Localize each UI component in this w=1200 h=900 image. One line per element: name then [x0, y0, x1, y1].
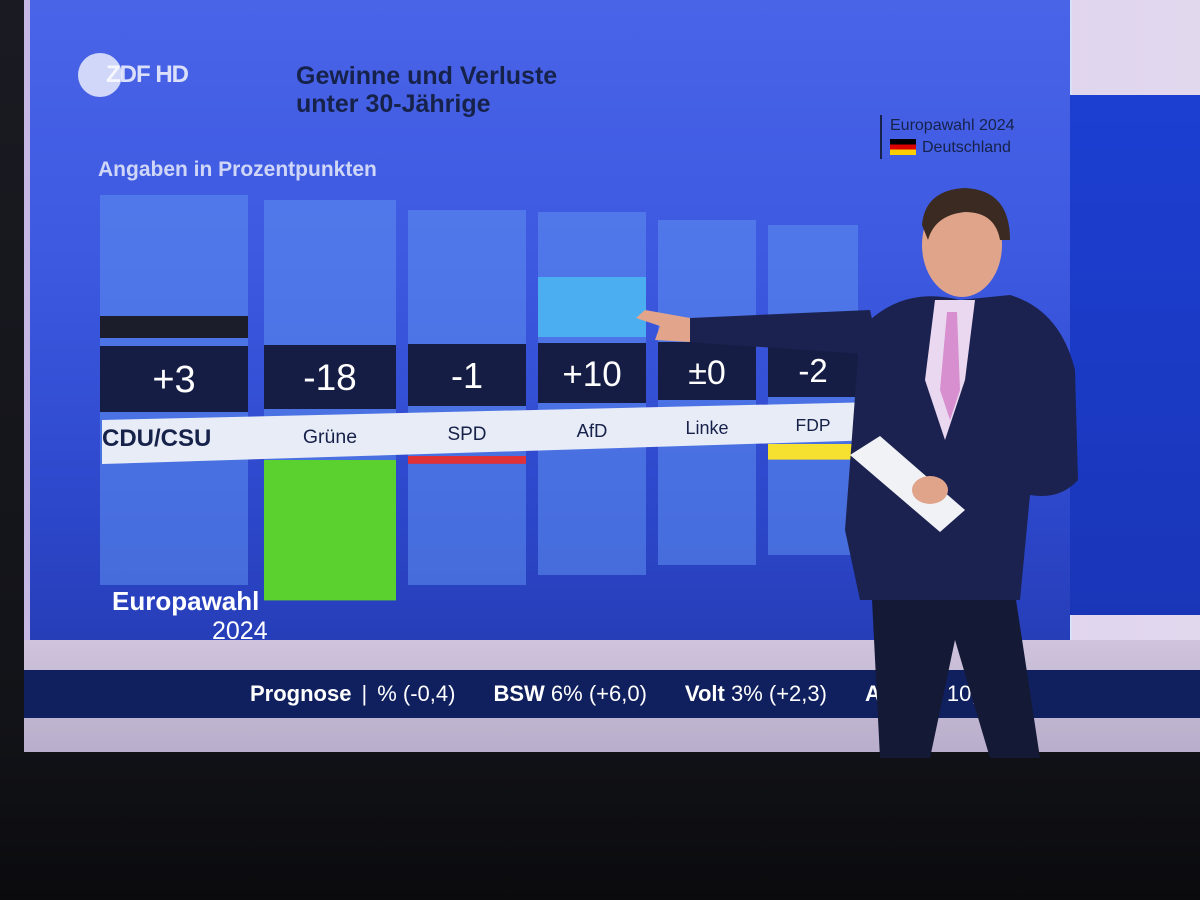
data-label: -18: [303, 357, 356, 398]
category-label: SPD: [447, 424, 486, 445]
category-label: CDU/CSU: [102, 425, 211, 452]
category-label: Grüne: [303, 426, 357, 448]
bar: [408, 456, 526, 464]
value-box: [408, 344, 526, 406]
logo-text: ZDF HD: [106, 61, 189, 88]
ticker-label: Prognose: [250, 681, 352, 706]
zdf-logo: ZDF HD: [78, 52, 189, 98]
chart-title: Gewinne und Verluste unter 30-Jährige: [296, 62, 656, 118]
news-ticker: Prognose | % (-0,4) BSW 6% (+6,0) Volt 3…: [24, 670, 1200, 718]
data-label: -2: [798, 352, 827, 389]
election-region: Deutschland: [922, 139, 1011, 156]
data-label: +10: [562, 355, 621, 394]
chart-subtitle: Angaben in Prozentpunkten: [98, 158, 377, 181]
category-band: [102, 402, 878, 464]
bar: [538, 277, 646, 337]
ticker-item: Volt 3% (+2,3): [684, 681, 827, 706]
germany-flag-icon: [890, 139, 916, 155]
value-box: [538, 343, 646, 403]
ticker-item: BSW 6% (+6,0): [493, 681, 647, 706]
ticker-separator: |: [361, 681, 368, 706]
election-year: 2024: [978, 117, 1015, 134]
data-label: -1: [451, 355, 483, 396]
data-label: ±0: [688, 354, 726, 392]
chart-title-line1: Gewinne und Verluste: [296, 62, 558, 90]
category-label: Linke: [685, 418, 728, 438]
election-name: Europawahl: [890, 117, 975, 134]
category-label: FDP: [796, 415, 831, 435]
data-label: +3: [152, 359, 195, 401]
ticker-item: Andere 10,5% (-: [864, 681, 1031, 706]
category-label: AfD: [577, 420, 608, 441]
election-tag: Europawahl 2024 Deutschland: [880, 115, 1015, 159]
zdf-logo-icon: [78, 53, 122, 97]
bottom-brand-line1: Europawahl: [112, 586, 260, 616]
bar: [264, 460, 396, 601]
chart-title-line2: unter 30-Jährige: [296, 90, 491, 118]
side-panel: [1070, 95, 1200, 615]
bar: [768, 444, 858, 460]
ticker-first-item: % (-0,4): [377, 681, 456, 706]
bottom-brand: Europawahl 2024: [112, 586, 268, 646]
value-box: [264, 345, 396, 409]
value-box: [100, 346, 248, 412]
bottom-brand-line2: 2024: [212, 617, 268, 645]
bar: [100, 316, 248, 338]
